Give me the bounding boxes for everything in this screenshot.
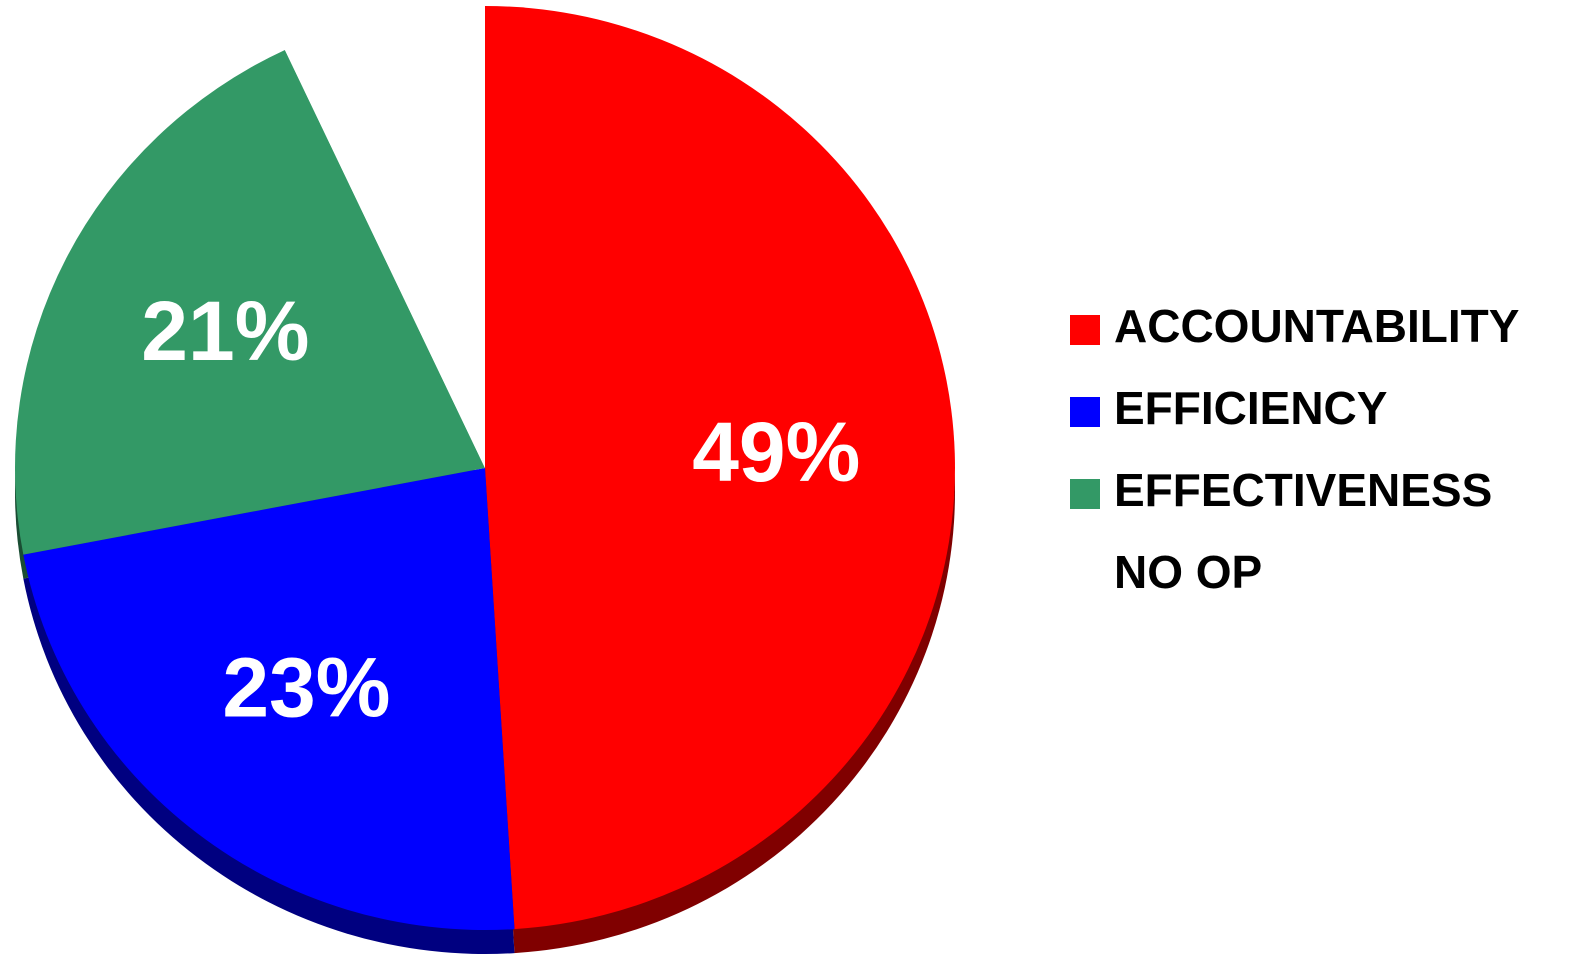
data-label-efficiency: 23% xyxy=(222,641,390,735)
legend-swatch-accountability xyxy=(1070,315,1100,345)
pie-slice-layer xyxy=(14,5,955,931)
pie-slice-effectiveness xyxy=(14,49,486,555)
data-label-effectiveness: 21% xyxy=(141,284,309,378)
legend-label-efficiency: EFFICIENCY xyxy=(1114,382,1387,434)
pie-slice-efficiency xyxy=(23,468,515,931)
legend: ACCOUNTABILITY EFFICIENCY EFFECTIVENESS NO … xyxy=(1070,300,1519,598)
legend-label-effectiveness: EFFECTIVENESS xyxy=(1114,464,1492,516)
pie-slice-no-op xyxy=(284,5,485,468)
pie-label-layer: 49% 23% 21% xyxy=(141,284,860,734)
legend-swatch-effectiveness xyxy=(1070,479,1100,509)
legend-label-accountability: ACCOUNTABILITY xyxy=(1114,300,1519,352)
pie-slice-accountability xyxy=(485,6,955,930)
legend-label-no-op: NO OP xyxy=(1114,546,1262,598)
data-label-accountability: 49% xyxy=(692,405,860,499)
legend-swatch-efficiency xyxy=(1070,397,1100,427)
